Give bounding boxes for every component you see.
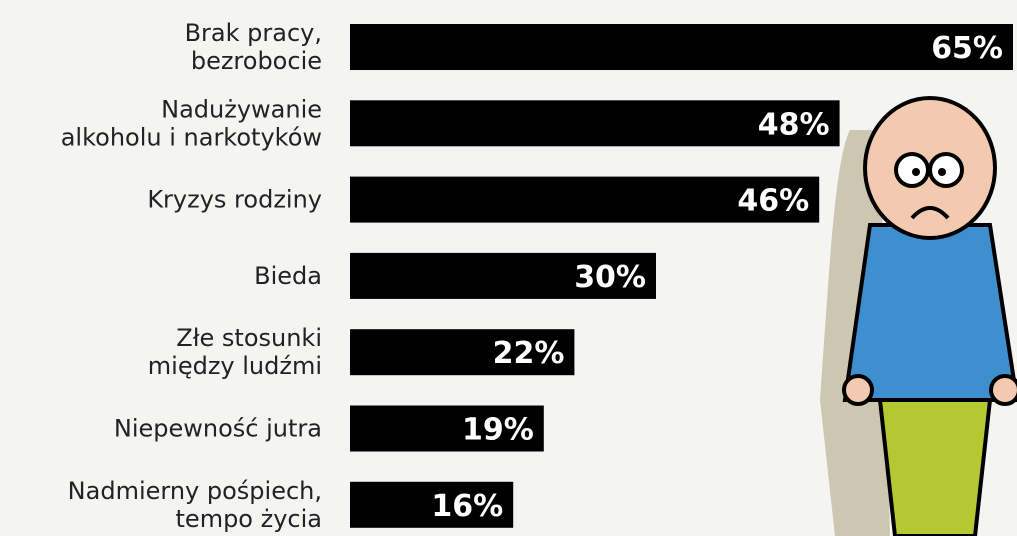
value-label: 48% [758, 107, 830, 142]
category-label: Złe stosunki między ludźmi [148, 324, 322, 380]
pupil [938, 168, 946, 176]
bar [350, 329, 575, 376]
hand [842, 374, 874, 406]
category-label: Kryzys rodziny [147, 186, 322, 214]
category-label: Brak pracy, bezrobocie [185, 19, 322, 75]
illustration [820, 96, 1017, 536]
bar [350, 252, 656, 299]
value-label: 16% [431, 489, 503, 524]
bar [350, 100, 840, 147]
value-label: 46% [737, 184, 809, 219]
bar [350, 405, 544, 452]
bar [350, 481, 514, 528]
hand [989, 374, 1017, 406]
value-label: 22% [493, 336, 565, 371]
eye [928, 152, 964, 188]
value-label: 65% [931, 31, 1003, 66]
category-label: Niepewność jutra [114, 415, 322, 443]
pupil [912, 168, 920, 176]
shirt [842, 223, 1017, 402]
bar [350, 176, 820, 223]
pants [877, 398, 993, 536]
value-label: 30% [574, 260, 646, 295]
value-label: 19% [462, 413, 534, 448]
category-label: Nadmierny pośpiech, tempo życia [68, 477, 322, 533]
bar [350, 24, 1013, 70]
category-label: Nadużywanie alkoholu i narkotyków [61, 95, 322, 151]
eye [894, 152, 930, 188]
category-label: Bieda [254, 262, 322, 290]
mouth [910, 206, 950, 220]
